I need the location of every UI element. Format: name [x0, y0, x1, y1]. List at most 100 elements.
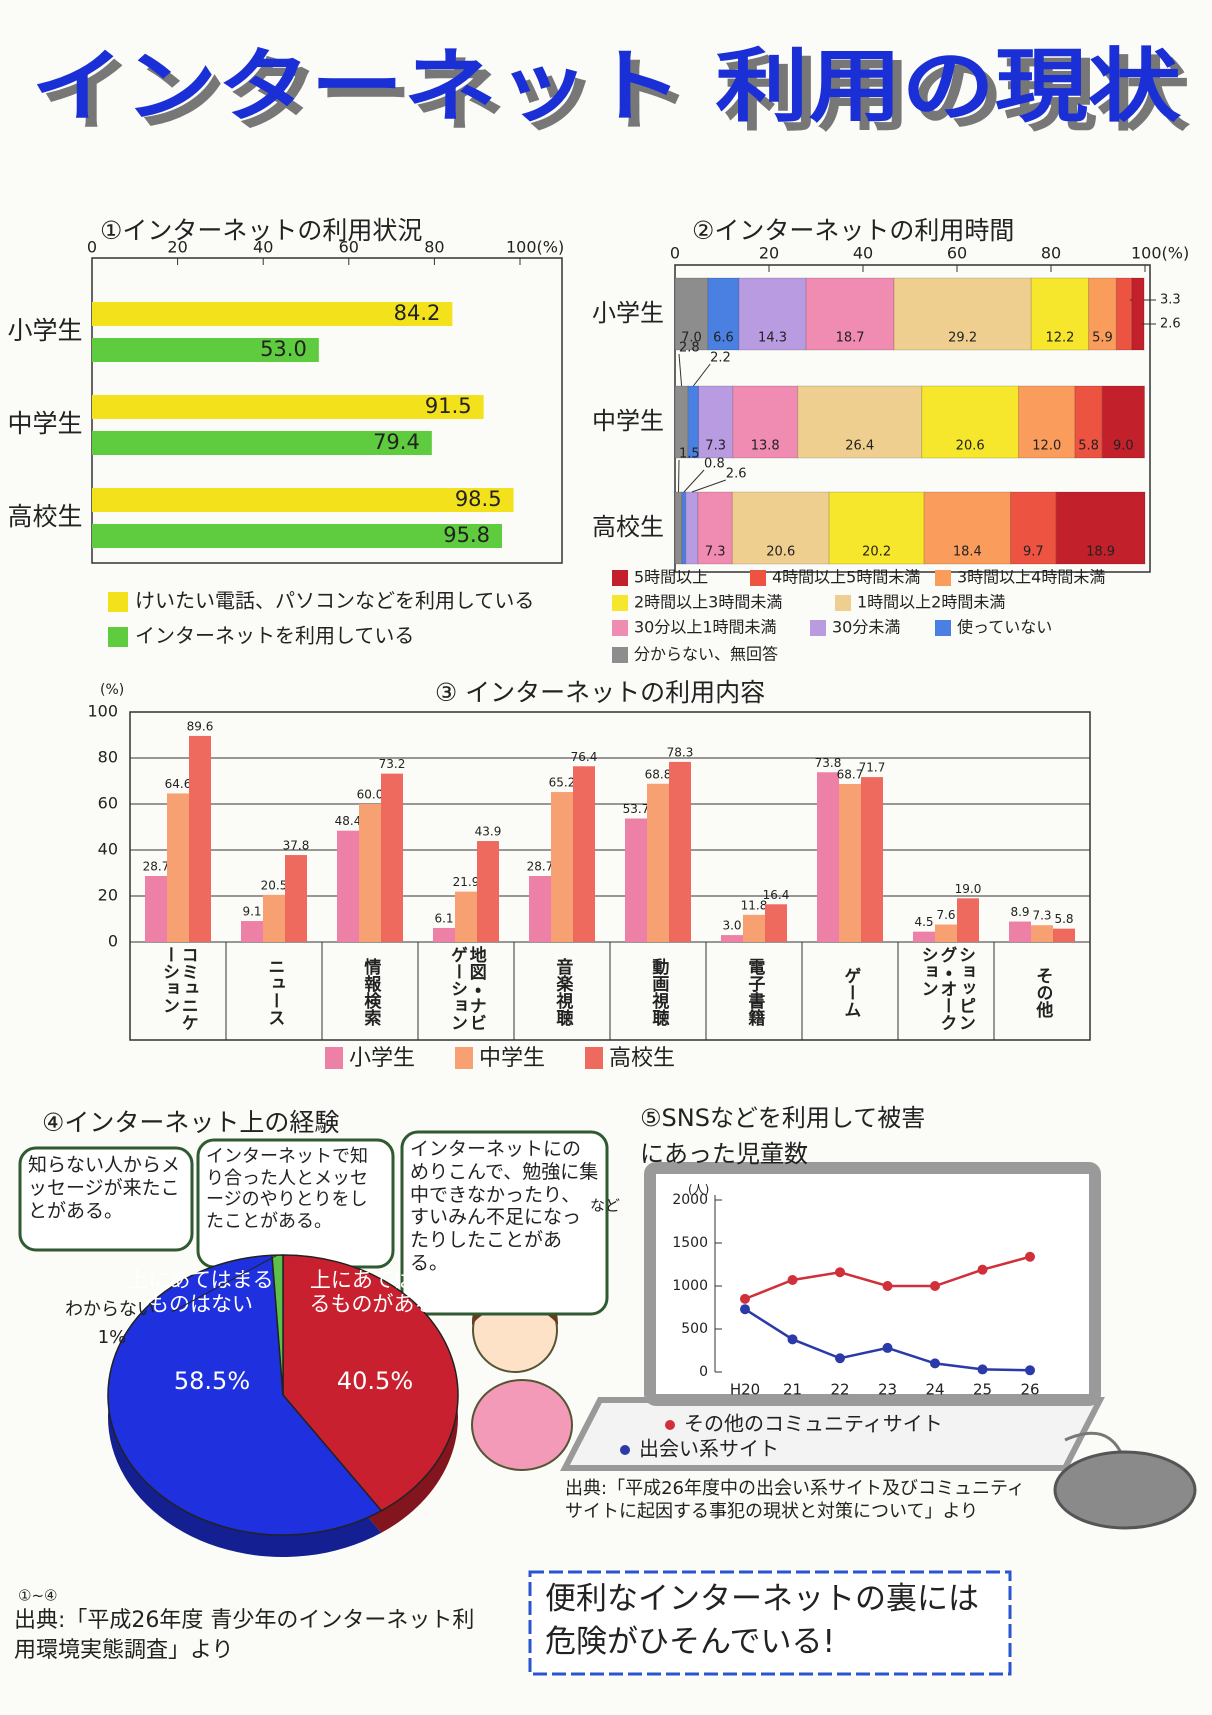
value-label: 64.6: [165, 777, 192, 791]
category-label: 電子書籍: [744, 958, 765, 1026]
bar-segment: [1010, 491, 1057, 565]
category-label-area: 電子書籍: [744, 958, 765, 1026]
y-tick-label: 2000: [672, 1192, 708, 1208]
value-label: 20.5: [261, 878, 288, 892]
value-label: 14.3: [758, 331, 787, 346]
value-label: 37.8: [283, 839, 310, 853]
value-label: 7.3: [705, 545, 726, 560]
bar: [92, 395, 484, 419]
bar-segment: [731, 491, 830, 565]
note-text: インターネットにのめりこんで、勉強に集中できなかったり、すいみん不足になったりし…: [410, 1138, 599, 1274]
legend-swatch: [325, 1047, 343, 1069]
bar: [573, 766, 595, 942]
title-shadow: インターネット 利用の現状: [40, 49, 1191, 142]
category-label: その他: [1032, 966, 1053, 1018]
x-tick-label: H20: [730, 1381, 760, 1399]
value-label: 68.7: [837, 767, 864, 781]
bar: [337, 830, 359, 942]
line-point: [835, 1267, 845, 1278]
bar: [957, 898, 979, 942]
value-label: 73.2: [379, 757, 406, 771]
legend-swatch: [750, 570, 766, 586]
bar-segment: [697, 491, 733, 565]
category-label-area: 動画視聴: [648, 958, 668, 1026]
chart-title-area: ⑤SNSなどを利用して被害にあった児童数: [640, 1104, 925, 1168]
value-label: 7.3: [1032, 909, 1051, 923]
value-label: 9.0: [1113, 439, 1134, 454]
value-label: 28.7: [143, 859, 170, 873]
x-tick-label: 23: [878, 1381, 897, 1399]
line-point: [740, 1304, 750, 1315]
legend-label: 2時間以上3時間未満: [634, 593, 782, 612]
source-range: ①~④: [18, 1587, 57, 1605]
legend-label: 分からない、無回答: [634, 645, 778, 664]
value-label: 2.8: [679, 341, 700, 356]
bar: [669, 761, 691, 942]
bar: [529, 875, 551, 942]
bar: [189, 735, 211, 942]
slice-label-area: 上にあてはまるものがある: [310, 1268, 436, 1316]
line-point: [787, 1334, 798, 1345]
chart-title: ②インターネットの利用時間: [692, 216, 1014, 245]
value-label: 29.2: [948, 331, 977, 346]
line-point: [882, 1342, 893, 1353]
category-label: 小学生: [592, 299, 664, 327]
category-label: 情報検索: [360, 958, 381, 1026]
value-label: 19.0: [955, 882, 982, 896]
slice-value-label: 58.5%: [174, 1367, 250, 1395]
y-tick-label: 40: [98, 840, 118, 859]
x-tick-label: 20: [167, 238, 187, 257]
value-label: 21.9: [453, 875, 480, 889]
value-label: 53.7: [623, 802, 650, 816]
legend-label: けいたい電話、パソコンなどを利用している: [135, 589, 534, 613]
value-label: 18.7: [836, 331, 865, 346]
speech-bubble: [400, 1130, 609, 1316]
bar: [839, 783, 861, 942]
x-tick-label: 26: [1020, 1381, 1039, 1399]
value-label: 9.1: [242, 905, 261, 919]
x-tick-label: 22: [830, 1381, 849, 1399]
bar: [935, 924, 957, 942]
value-label: 84.2: [394, 301, 441, 325]
value-label: 12.2: [1045, 331, 1074, 346]
value-label: 28.7: [527, 859, 554, 873]
bar: [145, 875, 167, 942]
value-label: 98.5: [455, 487, 502, 511]
bar: [285, 855, 307, 942]
chart-title: ③ インターネットの利用内容: [435, 678, 765, 707]
y-tick-label: 1000: [672, 1278, 708, 1294]
legend-swatch: [108, 627, 128, 647]
value-label: 20.6: [766, 545, 795, 560]
legend-swatch: [612, 595, 628, 611]
bar: [817, 772, 839, 942]
line-point: [930, 1358, 940, 1369]
value-label: 5.9: [1092, 331, 1113, 346]
slice-value-label: 1%: [98, 1327, 127, 1348]
value-label: 12.0: [1032, 439, 1061, 454]
category-label: コミュニケーション: [159, 946, 198, 1031]
value-label: 79.4: [373, 430, 420, 454]
bar: [743, 914, 765, 942]
value-label: 26.4: [845, 439, 874, 454]
value-label: 95.8: [443, 523, 490, 547]
bar-segment: [923, 491, 1012, 565]
bar-segment: [1131, 277, 1145, 351]
poster-title: インターネット 利用の現状: [31, 40, 1182, 133]
legend-swatch: [810, 620, 826, 636]
bar: [913, 931, 935, 942]
bar-segment: [685, 491, 699, 565]
bar-segment: [1055, 491, 1146, 565]
value-label: 18.4: [953, 545, 982, 560]
value-label: 60.0: [357, 788, 384, 802]
x-tick-label: 80: [424, 238, 444, 257]
slice-value-label: 40.5%: [337, 1367, 413, 1395]
note-etc: など: [590, 1197, 620, 1215]
value-label: 0.8: [704, 457, 725, 472]
leader-line: [678, 353, 683, 387]
legend-swatch: [935, 620, 951, 636]
bar-segment: [1088, 277, 1117, 351]
legend-marker: [665, 1420, 675, 1430]
value-label: 5.8: [1054, 912, 1073, 926]
value-label: 65.2: [549, 776, 576, 790]
